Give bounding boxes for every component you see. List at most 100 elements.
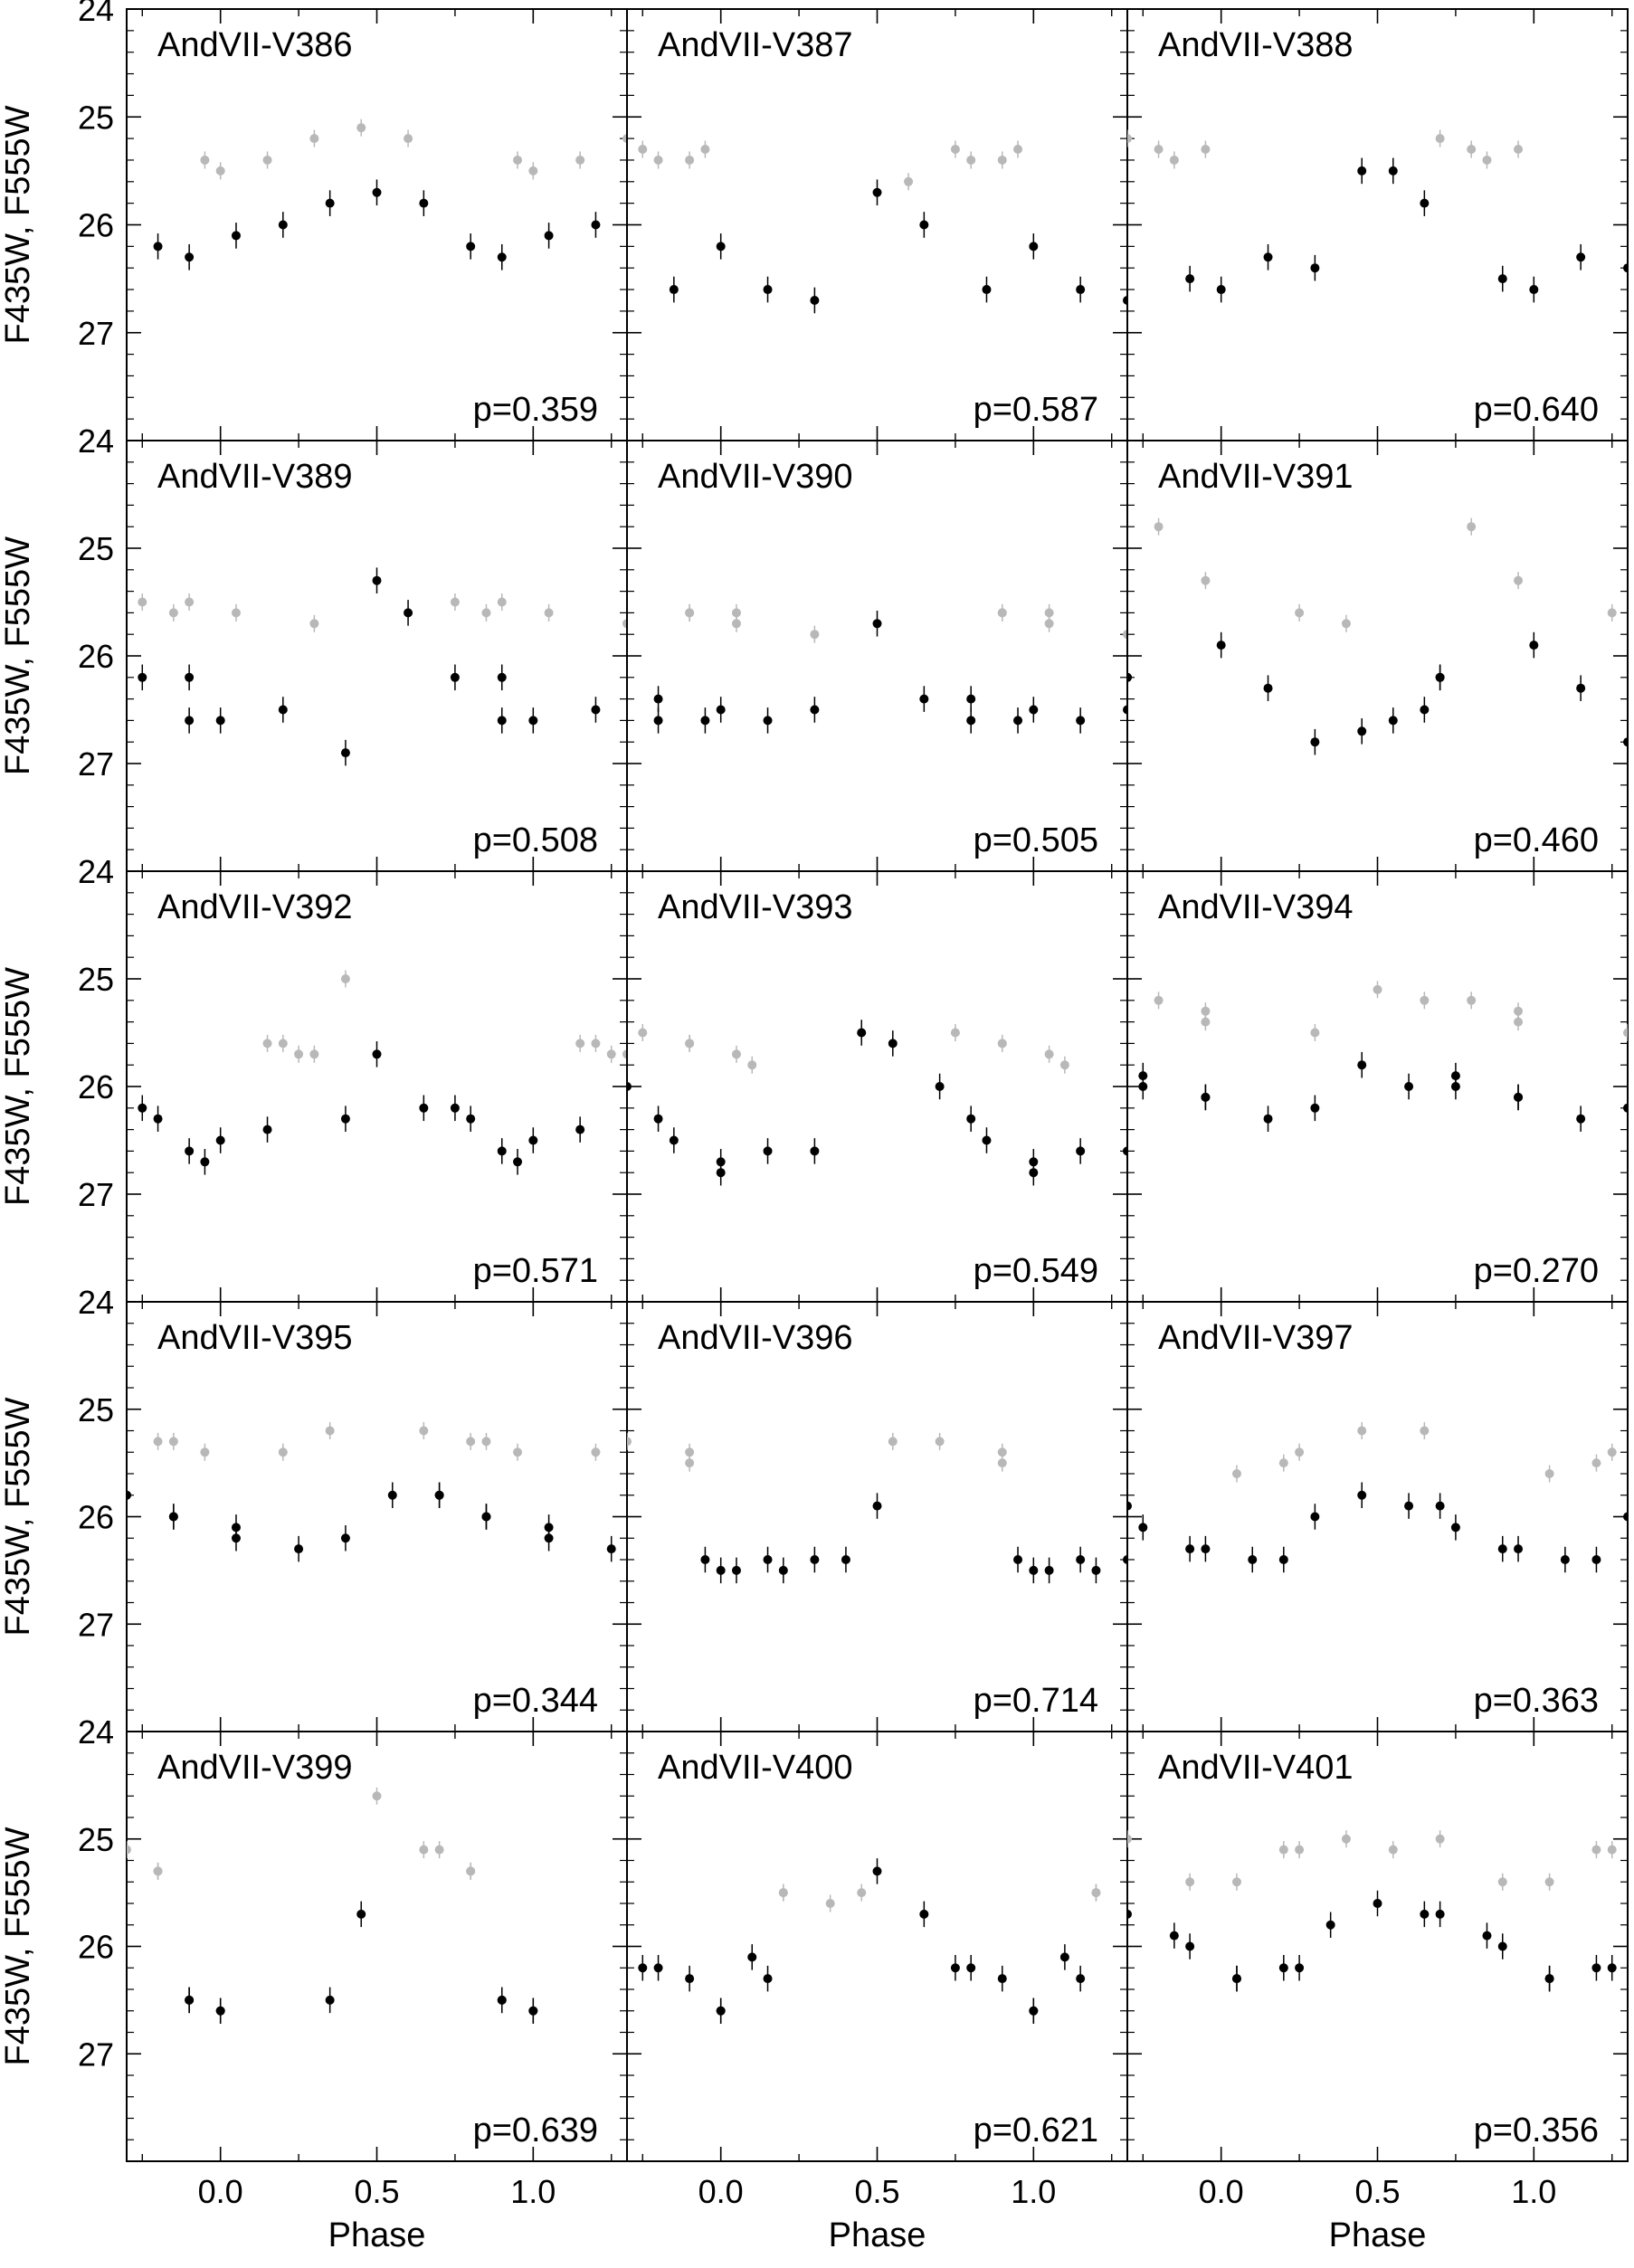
data-point (1029, 242, 1039, 251)
panel-13: AndVII-V399 p=0.639 (126, 1731, 628, 2162)
y-tick-label: 26 (78, 1068, 114, 1106)
data-point (591, 705, 601, 715)
series-f435w (1127, 1830, 1617, 1891)
data-point (138, 1103, 147, 1113)
data-point (185, 252, 195, 262)
data-point (685, 1974, 695, 1984)
data-point (215, 2006, 225, 2016)
panel-title: AndVII-V395 (157, 1319, 352, 1357)
y-tick-label: 24 (78, 853, 114, 890)
data-point (1231, 1974, 1241, 1984)
data-point (1435, 1501, 1445, 1511)
data-point (1497, 1544, 1507, 1554)
data-point (1169, 155, 1179, 165)
data-point (1591, 1845, 1601, 1855)
series-f435w (1154, 981, 1628, 1042)
data-points (1127, 1830, 1617, 1992)
data-point (1357, 166, 1367, 176)
x-axis-label: Phase (1329, 2216, 1427, 2254)
data-point (278, 220, 288, 230)
data-point (997, 608, 1007, 618)
data-point (1201, 145, 1211, 155)
data-point (1044, 1565, 1054, 1575)
data-point (340, 748, 350, 758)
data-point (1185, 1544, 1195, 1554)
data-point (231, 1523, 241, 1533)
period-annotation: p=0.587 (974, 391, 1098, 429)
data-point (638, 1963, 648, 1973)
panel-10: AndVII-V395 p=0.344 (126, 1301, 628, 1732)
data-point (1216, 285, 1226, 295)
data-point (763, 1146, 773, 1156)
panel-4: AndVII-V389 p=0.508 (126, 440, 628, 872)
data-point (404, 134, 413, 144)
data-point (731, 1565, 741, 1575)
data-point (1435, 134, 1445, 144)
data-point (262, 1125, 272, 1134)
x-tick-label: 0.0 (198, 2173, 243, 2210)
data-point (1201, 575, 1211, 585)
y-tick-label: 27 (78, 745, 114, 783)
data-point (1357, 726, 1367, 736)
series-f435w (1231, 1422, 1617, 1483)
panel-frame (126, 440, 628, 872)
data-point (1091, 1565, 1101, 1575)
data-point (1482, 155, 1492, 165)
data-point (309, 134, 319, 144)
data-point (1278, 1555, 1288, 1564)
data-point (747, 1060, 757, 1070)
data-point (810, 705, 820, 715)
data-point (168, 1512, 178, 1522)
data-point (1310, 1512, 1320, 1522)
data-point (606, 1544, 616, 1554)
data-point (1231, 1469, 1241, 1478)
series-f435w (778, 1884, 1101, 1912)
y-tick-label: 27 (78, 1176, 114, 1213)
period-annotation: p=0.549 (974, 1252, 1098, 1290)
data-point (716, 1157, 726, 1167)
data-point (1310, 263, 1320, 273)
data-point (450, 672, 460, 682)
panel-frame (626, 1731, 1128, 2162)
data-point (1154, 145, 1164, 155)
panel-11: AndVII-V396 p=0.714 (626, 1301, 1128, 1732)
data-point (340, 1533, 350, 1543)
panel-title: AndVII-V397 (1158, 1319, 1353, 1357)
data-point (1231, 1877, 1241, 1887)
data-point (278, 1447, 288, 1457)
data-point (138, 672, 147, 682)
data-point (387, 1490, 397, 1500)
data-point (1076, 716, 1086, 726)
panel-frame (126, 8, 628, 441)
data-point (575, 1125, 585, 1134)
data-point (1076, 1974, 1086, 1984)
panel-frame (1126, 440, 1629, 872)
data-point (778, 1565, 788, 1575)
data-point (294, 1544, 304, 1554)
data-point (466, 1437, 476, 1447)
data-point (1059, 1952, 1069, 1962)
data-point (1263, 683, 1273, 693)
panels-group: AndVII-V386p=0.359AndVII-V387p=0.587AndV… (126, 8, 1629, 2162)
data-point (1420, 1909, 1430, 1919)
data-point (627, 1082, 632, 1091)
data-point (450, 597, 460, 607)
data-point (1044, 619, 1054, 629)
period-annotation: p=0.363 (1474, 1682, 1599, 1720)
x-tick-label: 0.5 (1354, 2173, 1400, 2210)
data-point (153, 242, 163, 251)
data-point (1467, 995, 1477, 1005)
data-point (1127, 134, 1132, 144)
data-point (1388, 1845, 1398, 1855)
panel-frame (1126, 1731, 1629, 2162)
data-point (497, 672, 507, 682)
data-point (1138, 1523, 1148, 1533)
data-point (1514, 145, 1524, 155)
data-points (138, 567, 627, 766)
data-point (997, 1039, 1007, 1049)
period-annotation: p=0.505 (974, 821, 1098, 859)
data-point (1420, 995, 1430, 1005)
data-point (872, 187, 882, 197)
data-point (1623, 1028, 1628, 1038)
data-point (982, 285, 992, 295)
